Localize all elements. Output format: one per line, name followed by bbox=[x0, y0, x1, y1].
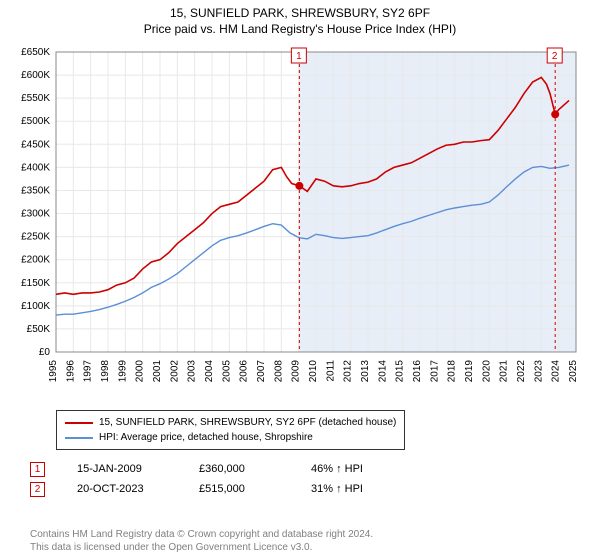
svg-text:£650K: £650K bbox=[21, 47, 50, 58]
title-line2: Price paid vs. HM Land Registry's House … bbox=[0, 22, 600, 38]
sale-price: £360,000 bbox=[199, 460, 279, 480]
svg-text:2024: 2024 bbox=[551, 360, 562, 383]
sale-price: £515,000 bbox=[199, 480, 279, 500]
svg-text:2009: 2009 bbox=[291, 360, 302, 383]
legend-row: HPI: Average price, detached house, Shro… bbox=[65, 430, 396, 445]
legend: 15, SUNFIELD PARK, SHREWSBURY, SY2 6PF (… bbox=[56, 410, 405, 450]
legend-label: HPI: Average price, detached house, Shro… bbox=[99, 430, 313, 445]
svg-text:1995: 1995 bbox=[48, 360, 59, 383]
sale-diff: 46% ↑ HPI bbox=[311, 460, 401, 480]
footer-attribution: Contains HM Land Registry data © Crown c… bbox=[30, 528, 373, 554]
svg-text:2019: 2019 bbox=[464, 360, 475, 383]
svg-text:2: 2 bbox=[552, 51, 558, 62]
svg-text:2003: 2003 bbox=[187, 360, 198, 383]
svg-text:1999: 1999 bbox=[117, 360, 128, 383]
sale-diff: 31% ↑ HPI bbox=[311, 480, 401, 500]
svg-text:2004: 2004 bbox=[204, 360, 215, 383]
sale-badge: 2 bbox=[30, 482, 45, 497]
svg-text:2002: 2002 bbox=[169, 360, 180, 383]
svg-text:2001: 2001 bbox=[152, 360, 163, 383]
svg-text:£600K: £600K bbox=[21, 70, 50, 81]
footer-line2: This data is licensed under the Open Gov… bbox=[30, 541, 373, 554]
svg-text:£550K: £550K bbox=[21, 93, 50, 104]
svg-text:£400K: £400K bbox=[21, 162, 50, 173]
svg-text:2005: 2005 bbox=[221, 360, 232, 383]
svg-text:1996: 1996 bbox=[65, 360, 76, 383]
svg-text:2023: 2023 bbox=[533, 360, 544, 383]
svg-text:2011: 2011 bbox=[325, 360, 336, 382]
line-chart: £0 £50K £100K £150K £200K £250K £300K £350K £400… bbox=[8, 44, 592, 404]
svg-text:£350K: £350K bbox=[21, 185, 50, 196]
svg-text:2013: 2013 bbox=[360, 360, 371, 383]
svg-text:2025: 2025 bbox=[568, 360, 579, 383]
svg-text:2017: 2017 bbox=[429, 360, 440, 383]
svg-text:2010: 2010 bbox=[308, 360, 319, 383]
svg-text:2015: 2015 bbox=[395, 360, 406, 383]
chart-title: 15, SUNFIELD PARK, SHREWSBURY, SY2 6PF P… bbox=[0, 0, 600, 37]
legend-row: 15, SUNFIELD PARK, SHREWSBURY, SY2 6PF (… bbox=[65, 415, 396, 430]
svg-text:2016: 2016 bbox=[412, 360, 423, 383]
svg-text:1998: 1998 bbox=[100, 360, 111, 383]
svg-text:2008: 2008 bbox=[273, 360, 284, 383]
sale-row: 2 20-OCT-2023 £515,000 31% ↑ HPI bbox=[30, 480, 401, 500]
svg-text:£150K: £150K bbox=[21, 278, 50, 289]
svg-text:2000: 2000 bbox=[135, 360, 146, 383]
sale-date: 20-OCT-2023 bbox=[77, 480, 167, 500]
sales-table: 1 15-JAN-2009 £360,000 46% ↑ HPI 2 20-OCT-202… bbox=[30, 460, 401, 500]
svg-text:1997: 1997 bbox=[83, 360, 94, 383]
svg-text:2022: 2022 bbox=[516, 360, 527, 383]
svg-text:2020: 2020 bbox=[481, 360, 492, 383]
svg-text:2006: 2006 bbox=[239, 360, 250, 383]
svg-text:2014: 2014 bbox=[377, 360, 388, 383]
legend-swatch bbox=[65, 437, 93, 439]
legend-swatch bbox=[65, 422, 93, 424]
title-line1: 15, SUNFIELD PARK, SHREWSBURY, SY2 6PF bbox=[0, 6, 600, 22]
sale-row: 1 15-JAN-2009 £360,000 46% ↑ HPI bbox=[30, 460, 401, 480]
legend-label: 15, SUNFIELD PARK, SHREWSBURY, SY2 6PF (… bbox=[99, 415, 396, 430]
svg-text:2018: 2018 bbox=[447, 360, 458, 383]
svg-text:£250K: £250K bbox=[21, 232, 50, 243]
svg-text:2021: 2021 bbox=[499, 360, 510, 383]
svg-text:1: 1 bbox=[296, 51, 302, 62]
chart-container: 15, SUNFIELD PARK, SHREWSBURY, SY2 6PF P… bbox=[0, 0, 600, 560]
svg-text:£500K: £500K bbox=[21, 116, 50, 127]
svg-text:£50K: £50K bbox=[27, 324, 51, 335]
sale-badge: 1 bbox=[30, 462, 45, 477]
sale-date: 15-JAN-2009 bbox=[77, 460, 167, 480]
svg-text:£0: £0 bbox=[39, 347, 51, 358]
svg-text:£300K: £300K bbox=[21, 209, 50, 220]
svg-text:£200K: £200K bbox=[21, 255, 50, 266]
svg-text:£100K: £100K bbox=[21, 301, 50, 312]
svg-text:2007: 2007 bbox=[256, 360, 267, 383]
svg-text:£450K: £450K bbox=[21, 139, 50, 150]
footer-line1: Contains HM Land Registry data © Crown c… bbox=[30, 528, 373, 541]
svg-text:2012: 2012 bbox=[343, 360, 354, 383]
